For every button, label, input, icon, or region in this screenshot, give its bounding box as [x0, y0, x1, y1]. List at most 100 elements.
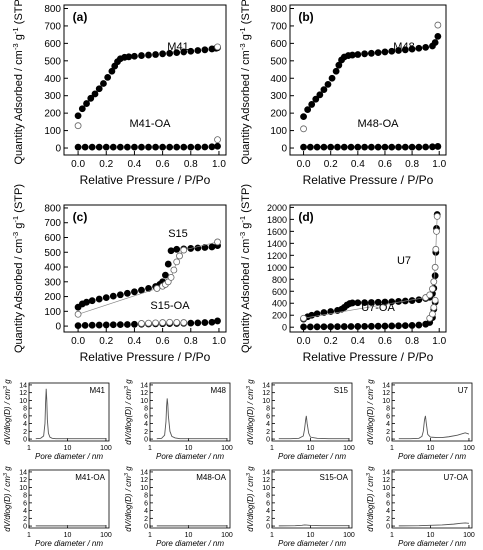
adsorption-point: [131, 320, 138, 328]
adsorption-point: [408, 322, 416, 329]
distribution-curve: [278, 524, 349, 527]
x-tick-label: 0.2: [99, 336, 113, 347]
adsorption-point: [201, 143, 209, 151]
adsorption-point: [367, 322, 375, 330]
adsorption-point: [131, 52, 138, 60]
y-tick-label: 10: [262, 485, 270, 492]
x-tick-label: 0.2: [99, 159, 113, 170]
x-tick-label: 1: [148, 445, 152, 452]
adsorption-point: [214, 142, 221, 150]
x-tick-label: 10: [64, 445, 72, 452]
panel-label: (c): [73, 210, 88, 224]
x-axis-label: Pore diameter / nm: [35, 452, 103, 461]
x-tick-label: 0.2: [324, 159, 338, 170]
y-axis-label: Quantity Adsorbed / cm-3 g-1 (STP): [11, 0, 26, 165]
adsorption-point: [401, 143, 409, 151]
x-axis-label: Pore diameter / nm: [156, 539, 224, 548]
adsorption-point: [347, 143, 355, 151]
adsorption-point: [388, 47, 396, 55]
adsorption-point: [83, 298, 90, 306]
y-tick-label: 14: [140, 382, 148, 389]
y-axis-label: dV/dlog(D) / cm3 g: [124, 379, 133, 445]
x-tick-label: 0.4: [127, 159, 141, 170]
adsorption-point: [300, 113, 307, 121]
y-tick-label: 8: [386, 493, 390, 500]
y-tick-label: 700: [44, 218, 61, 229]
desorption-point: [159, 319, 167, 326]
adsorption-point: [173, 49, 181, 57]
adsorption-point: [388, 322, 396, 330]
series-label: S15: [168, 228, 188, 240]
y-tick-label: 700: [270, 21, 287, 32]
adsorption-point: [108, 67, 116, 75]
adsorption-point: [327, 143, 335, 151]
plot-frame: [289, 4, 447, 156]
adsorption-point: [166, 143, 174, 151]
panel-label: M48: [210, 386, 226, 395]
x-tick-label: 100: [221, 532, 233, 539]
y-tick-label: 14: [19, 469, 27, 476]
plot-frame: [28, 382, 110, 442]
adsorption-point: [116, 291, 124, 299]
x-tick-label: 1.0: [432, 159, 446, 170]
y-tick-label: 0: [386, 524, 390, 531]
y-tick-label: 2: [144, 516, 148, 523]
adsorption-point: [145, 51, 152, 59]
y-axis-label: Quantity Adsorbed / cm-3 g-1 (STP): [238, 184, 253, 353]
adsorption-point: [328, 74, 336, 82]
adsorption-point: [95, 295, 103, 303]
adsorption-point: [152, 51, 159, 58]
panel-label: (d): [298, 210, 313, 224]
adsorption-point: [125, 53, 133, 61]
plot-frame: [63, 4, 227, 156]
y-tick-label: 200: [272, 311, 287, 321]
x-tick-label: 0.0: [71, 336, 85, 347]
y-tick-label: 0: [266, 524, 270, 531]
x-tick-label: 0.8: [405, 159, 419, 170]
desorption-point: [426, 291, 434, 299]
x-tick-label: 0.4: [127, 336, 141, 347]
adsorption-point: [408, 45, 416, 53]
adsorption-point: [327, 323, 335, 331]
adsorption-point: [152, 143, 159, 151]
y-tick-label: 12: [262, 390, 270, 397]
x-tick-label: 1: [27, 445, 31, 452]
y-tick-label: 500: [44, 56, 61, 67]
adsorption-point: [334, 143, 341, 151]
adsorption-point: [312, 95, 320, 103]
adsorption-point: [88, 321, 96, 329]
x-axis-label: Pore diameter / nm: [398, 452, 466, 461]
series-label: M48: [393, 41, 414, 53]
desorption-point: [167, 273, 175, 281]
y-tick-label: 0: [23, 437, 27, 444]
series-label: M41-OA: [130, 118, 172, 130]
x-tick-label: 0.6: [378, 336, 392, 347]
y-tick-label: 6: [23, 413, 27, 420]
adsorption-point: [324, 80, 332, 88]
x-tick-label: 0.6: [156, 159, 170, 170]
x-tick-label: 1: [148, 532, 152, 539]
y-tick-label: 2: [23, 429, 27, 436]
y-tick-label: 200: [44, 109, 61, 120]
y-tick-label: 0: [281, 144, 287, 155]
x-tick-label: 0.4: [351, 159, 365, 170]
plot-frame: [63, 204, 227, 333]
y-tick-label: 0: [266, 437, 270, 444]
adsorption-point: [91, 90, 99, 98]
adsorption-point: [327, 308, 335, 315]
y-tick-label: 800: [270, 4, 287, 15]
adsorption-point: [316, 91, 324, 99]
adsorption-point: [300, 323, 307, 331]
desorption-point: [74, 122, 82, 130]
adsorption-point: [340, 323, 348, 330]
y-tick-label: 4: [144, 508, 148, 515]
x-axis-label: Pore diameter / nm: [278, 539, 346, 548]
adsorption-point: [214, 317, 221, 325]
y-tick-label: 2: [386, 516, 390, 523]
adsorption-point: [334, 323, 341, 331]
plot-frame: [149, 469, 231, 529]
y-axis-label: dV/dlog(D) / cm3 g: [3, 466, 12, 532]
